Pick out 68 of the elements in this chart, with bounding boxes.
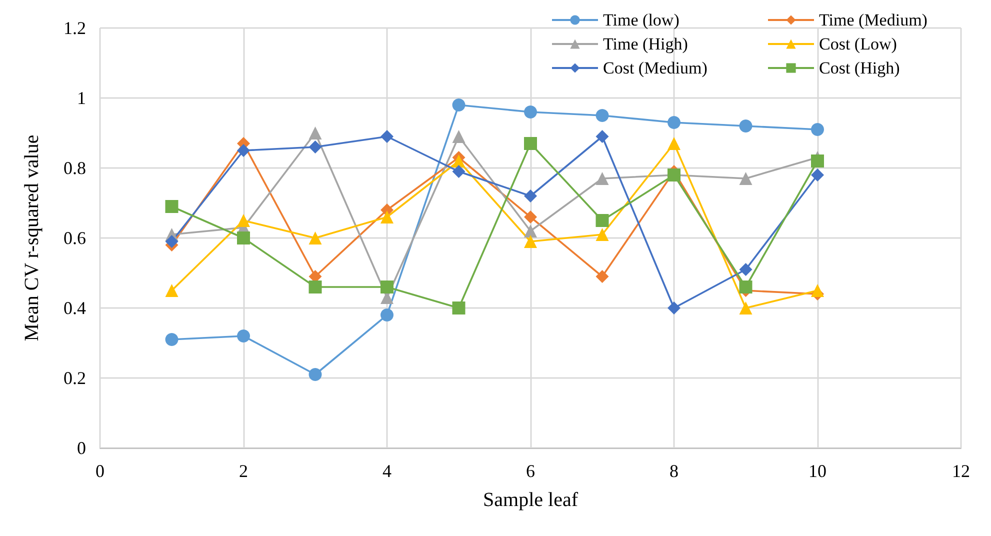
point xyxy=(380,210,394,224)
x-tick-label: 2 xyxy=(239,461,248,481)
y-tick-label: 0.6 xyxy=(64,228,86,248)
legend-label: Cost (High) xyxy=(819,58,900,78)
point xyxy=(739,172,752,185)
point xyxy=(380,280,394,294)
point xyxy=(308,368,322,381)
point xyxy=(452,130,466,143)
x-tick-label: 10 xyxy=(808,461,826,481)
point xyxy=(237,214,250,227)
point xyxy=(596,228,609,241)
y-tick-label: 1 xyxy=(77,88,86,108)
point xyxy=(165,235,178,248)
point xyxy=(739,263,752,276)
point xyxy=(524,106,537,118)
point xyxy=(308,232,322,244)
point xyxy=(811,168,824,182)
point xyxy=(668,137,680,150)
point xyxy=(380,130,394,143)
y-axis-title: Mean CV r-squared value xyxy=(21,134,43,342)
point xyxy=(811,154,824,168)
point xyxy=(811,123,824,136)
x-tick-label: 12 xyxy=(952,461,970,481)
point xyxy=(596,172,609,185)
x-tick-label: 6 xyxy=(526,461,535,481)
point xyxy=(524,224,537,238)
point xyxy=(596,109,609,122)
point xyxy=(165,284,178,297)
point xyxy=(596,130,609,143)
point xyxy=(668,116,680,129)
legend-label: Cost (Medium) xyxy=(603,58,708,78)
legend-label: Time (High) xyxy=(603,34,688,54)
x-tick-label: 4 xyxy=(382,461,392,481)
y-tick-label: 0.8 xyxy=(64,158,86,178)
y-tick-label: 0.4 xyxy=(64,298,86,318)
point xyxy=(596,270,609,283)
legend-label: Cost (Low) xyxy=(819,34,897,54)
legend-label: Time (Medium) xyxy=(819,10,928,30)
point xyxy=(524,190,537,202)
legend-label: Time (low) xyxy=(603,10,680,30)
x-axis-title: Sample leaf xyxy=(483,489,578,511)
point xyxy=(524,210,537,224)
point xyxy=(380,308,394,322)
point xyxy=(308,126,322,140)
point xyxy=(308,280,322,294)
x-tick-label: 0 xyxy=(96,461,104,481)
point xyxy=(237,144,250,157)
point xyxy=(739,302,752,314)
point xyxy=(452,165,466,178)
point xyxy=(237,330,250,342)
point xyxy=(452,154,466,168)
point xyxy=(524,235,537,248)
point xyxy=(452,302,466,314)
point xyxy=(165,333,178,346)
point xyxy=(237,232,250,244)
point xyxy=(668,302,680,314)
y-tick-label: 0 xyxy=(77,438,86,458)
y-tick-label: 1.2 xyxy=(64,18,86,38)
x-tick-label: 8 xyxy=(670,461,678,481)
point xyxy=(524,137,537,150)
point xyxy=(739,120,752,132)
point xyxy=(739,280,752,294)
point xyxy=(308,140,322,154)
point xyxy=(596,214,609,227)
point xyxy=(452,98,466,112)
y-tick-label: 0.2 xyxy=(64,368,86,388)
point xyxy=(811,284,824,297)
point xyxy=(165,200,178,213)
